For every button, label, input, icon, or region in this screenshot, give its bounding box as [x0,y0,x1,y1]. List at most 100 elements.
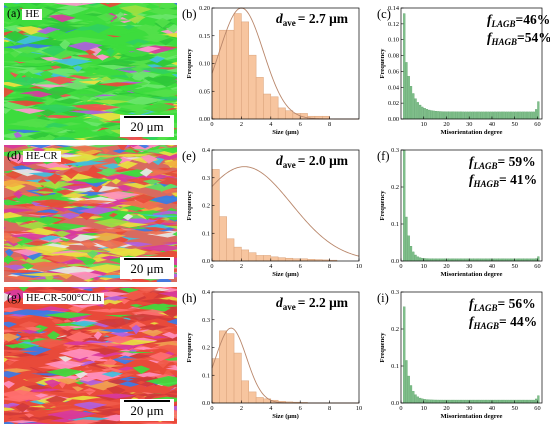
grain [141,211,154,221]
grain [48,266,99,275]
y-tick-label: 0.20 [199,5,210,12]
grain [104,356,114,360]
grain [64,18,84,23]
histogram-bar [412,391,415,404]
grain [120,313,165,322]
histogram-bar [455,111,458,120]
histogram-bar [409,246,413,262]
grain [135,46,161,53]
grain [26,145,32,148]
grain [58,13,98,24]
grain [4,343,44,353]
grain [172,102,177,104]
mean-size-annotation: dave = 2.7 μm [276,11,349,28]
histogram-bar [285,257,294,262]
histogram-bar [498,111,501,120]
histogram-bar [480,111,483,120]
grain [4,412,30,416]
grain [21,375,47,384]
histogram-bar [419,397,422,404]
x-tick-label: 0 [210,405,213,412]
grain [71,103,121,112]
scale-bar-label: 20 μm [130,403,164,418]
grain [8,68,25,75]
annotation-value: = 2.2 μm [298,295,349,310]
ebsd-map-he-cr: (d) HE-CR 20 μm [4,145,177,282]
grain [138,145,152,149]
histogram-bar [441,111,444,120]
grain [71,386,84,392]
histogram-bar [233,352,242,404]
y-tick-label: 0.10 [388,37,399,44]
grain [142,179,162,185]
chart-mis-c: 0.00 0.02 0.04 0.06 0.08 0.10 0.12 0.14 10 20 30 40… [377,5,550,136]
map-label: (d) HE-CR [7,148,61,163]
grain [166,145,175,147]
grain [138,244,177,253]
grain [143,250,164,257]
grain [11,169,44,177]
misorientation-histogram-i: 0.0 0.1 0.2 0.3 0 10 20 30 40 50 60 Misorientation … [377,287,549,425]
histogram-bar [503,111,506,120]
grain [161,241,177,245]
histogram-bar [462,111,465,120]
grain [173,244,177,247]
annotation-sub: LAGB [473,161,498,171]
grain [47,173,63,185]
grain [20,272,70,277]
histogram-bar [405,216,408,262]
grain [22,384,52,394]
x-tick-label: 10 [421,405,427,412]
grain [111,47,130,54]
histogram-bar [480,399,483,404]
grain [28,3,42,6]
grain [90,228,139,233]
annotation-value: = 2.0 μm [298,153,349,168]
grain [158,366,167,376]
x-tick-label: 0 [399,405,402,412]
grain [122,213,134,221]
grain [11,3,22,4]
histogram-bar [226,238,235,262]
sample-name: HE-CR [23,151,61,162]
mean-size-annotation: dave = 2.0 μm [276,153,349,170]
histogram-bar [507,399,510,404]
x-tick-label: 2 [240,405,243,412]
histogram-bar [277,107,286,120]
x-tick-label: 6 [299,405,302,412]
grain [13,190,25,199]
ebsd-map-he-cr-500: (g) HE-CR-500°C/1h 20 μm [4,287,177,424]
histogram-bar [496,399,499,404]
grain [55,189,75,195]
grain [88,287,105,293]
histogram-bar [535,258,538,262]
grain [163,327,177,335]
y-tick-label: 0.08 [388,53,399,60]
grain [65,395,101,401]
grain [138,298,177,305]
histogram-bar [510,399,513,404]
histogram-bar [484,399,488,404]
grain [12,165,32,173]
grain [127,148,155,152]
misorientation-histogram-c: 0.00 0.02 0.04 0.06 0.08 0.10 0.12 0.14 10 20 30 40… [377,3,550,141]
grain [34,104,79,114]
grain [19,258,55,266]
y-axis-label: Frequency [379,48,386,79]
histogram-bar [459,399,463,404]
y-tick-label: 0.2 [202,345,210,352]
grain [153,219,166,225]
y-tick-label: 0.00 [199,116,210,123]
grain [48,14,76,23]
grain [154,250,177,259]
grain [105,34,122,38]
grain [118,199,166,209]
grain [4,258,20,263]
histogram-bar [516,399,520,404]
grain [162,159,177,169]
grain [9,233,52,241]
grain [23,413,35,418]
grain [142,33,170,40]
histogram-bar [487,399,490,404]
histogram-bar [478,111,481,120]
